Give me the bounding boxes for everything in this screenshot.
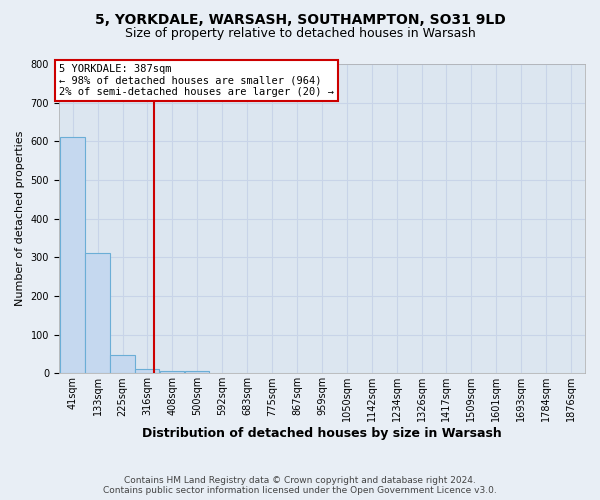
Text: Contains HM Land Registry data © Crown copyright and database right 2024.
Contai: Contains HM Land Registry data © Crown c… — [103, 476, 497, 495]
Bar — [185, 372, 209, 374]
X-axis label: Distribution of detached houses by size in Warsash: Distribution of detached houses by size … — [142, 427, 502, 440]
Y-axis label: Number of detached properties: Number of detached properties — [15, 131, 25, 306]
Text: Size of property relative to detached houses in Warsash: Size of property relative to detached ho… — [125, 28, 475, 40]
Text: 5, YORKDALE, WARSASH, SOUTHAMPTON, SO31 9LD: 5, YORKDALE, WARSASH, SOUTHAMPTON, SO31 … — [95, 12, 505, 26]
Bar — [135, 370, 160, 374]
Bar — [160, 372, 184, 374]
Text: 5 YORKDALE: 387sqm
← 98% of detached houses are smaller (964)
2% of semi-detache: 5 YORKDALE: 387sqm ← 98% of detached hou… — [59, 64, 334, 97]
Bar — [85, 254, 110, 374]
Bar — [110, 355, 134, 374]
Bar — [60, 138, 85, 374]
